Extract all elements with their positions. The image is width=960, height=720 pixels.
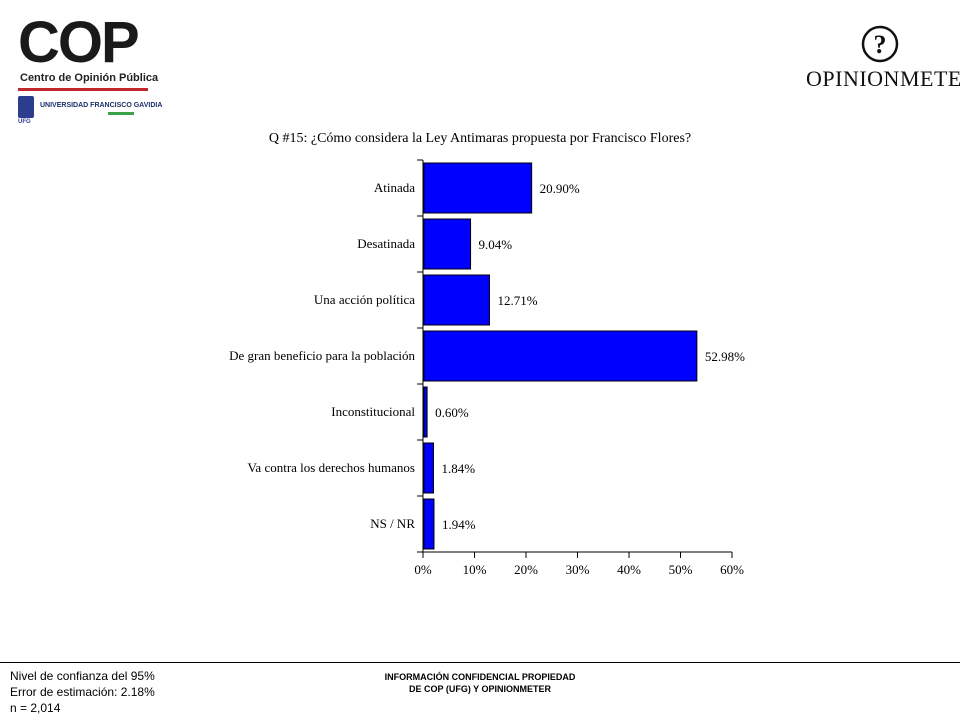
x-tick-label: 30%: [566, 562, 590, 577]
data-label: 0.60%: [435, 405, 469, 420]
x-tick-label: 10%: [463, 562, 487, 577]
bar: [423, 386, 428, 438]
bar: [423, 442, 434, 494]
confidence-level: Nivel de confianza del 95%: [10, 669, 155, 683]
sample-size: n = 2,014: [10, 701, 61, 715]
cop-logo: COP Centro de Opinión Pública UNIVERSIDA…: [18, 10, 162, 125]
category-label: Va contra los derechos humanos: [247, 460, 415, 475]
ufg-tag: UFG: [18, 119, 31, 125]
estimation-error: Error de estimación: 2.18%: [10, 685, 155, 699]
bar: [423, 274, 490, 326]
bar: [423, 162, 533, 214]
category-label: NS / NR: [370, 516, 415, 531]
ufg-seal-icon: [18, 96, 34, 118]
footer-divider: [0, 662, 960, 663]
cop-divider: [18, 88, 148, 91]
bar: [423, 330, 698, 382]
x-tick-label: 40%: [617, 562, 641, 577]
category-label: Inconstitucional: [331, 404, 415, 419]
data-label: 1.84%: [441, 461, 475, 476]
data-label: 20.90%: [540, 181, 580, 196]
data-label: 1.94%: [442, 517, 476, 532]
cop-subtitle: Centro de Opinión Pública: [20, 72, 159, 84]
confidential-line-1: INFORMACIÓN CONFIDENCIAL PROPIEDAD: [384, 672, 576, 682]
bar: [423, 218, 472, 270]
ufg-accent: [108, 112, 134, 115]
chart-title: Q #15: ¿Cómo considera la Ley Antimaras …: [268, 131, 692, 146]
x-tick-label: 60%: [720, 562, 744, 577]
cop-logo-text: COP: [18, 10, 140, 75]
question-circle-icon: ?: [861, 25, 899, 63]
data-label: 52.98%: [705, 349, 745, 364]
x-tick-label: 20%: [514, 562, 538, 577]
x-tick-label: 50%: [669, 562, 693, 577]
category-label: Atinada: [374, 180, 415, 195]
opinionmeter-logo-text: OPINIONMETER: [806, 66, 960, 91]
category-label: De gran beneficio para la población: [229, 348, 415, 363]
svg-text:?: ?: [874, 30, 887, 59]
data-label: 9.04%: [479, 237, 513, 252]
x-tick-label: 0%: [414, 562, 432, 577]
category-label: Una acción política: [314, 292, 415, 307]
confidential-line-2: DE COP (UFG) Y OPINIONMETER: [408, 684, 552, 694]
category-label: Desatinada: [357, 236, 415, 251]
confidential-notice: INFORMACIÓN CONFIDENCIAL PROPIEDAD DE CO…: [330, 671, 630, 695]
footer-stats: Nivel de confianza del 95% Error de esti…: [10, 668, 155, 716]
bar-chart: 0% 10% 20% 30% 40% 50% 60% Atinada 20.90% Desatin…: [229, 159, 745, 577]
bar: [423, 498, 435, 550]
data-label: 12.71%: [497, 293, 537, 308]
university-name: UNIVERSIDAD FRANCISCO GAVIDIA: [40, 102, 163, 109]
